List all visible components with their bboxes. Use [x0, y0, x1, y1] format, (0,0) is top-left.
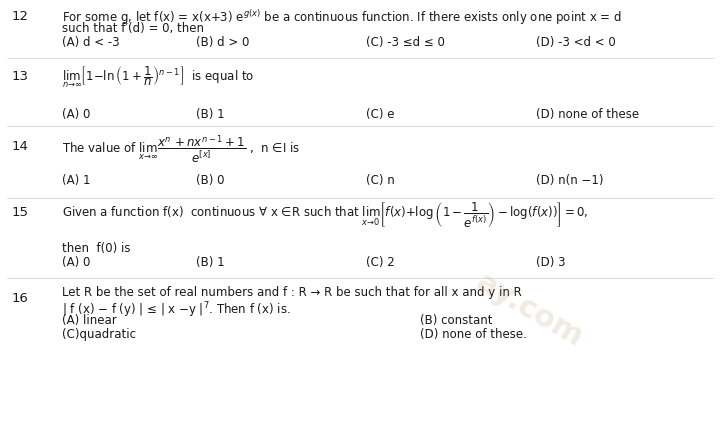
Text: For some g, let f(x) = x(x+3) e$^{g(x)}$ be a continuous function. If there exis: For some g, let f(x) = x(x+3) e$^{g(x)}$… [62, 8, 622, 27]
Text: 15: 15 [12, 206, 29, 219]
Text: (A) linear: (A) linear [62, 314, 117, 327]
Text: (D) n(n −1): (D) n(n −1) [536, 174, 603, 187]
Text: (D) none of these.: (D) none of these. [420, 328, 527, 341]
Text: (C) e: (C) e [366, 108, 395, 121]
Text: (D) -3 <d < 0: (D) -3 <d < 0 [536, 36, 616, 49]
Text: ay.com: ay.com [471, 268, 589, 352]
Text: (D) 3: (D) 3 [536, 256, 565, 269]
Text: 14: 14 [12, 140, 29, 153]
Text: Given a function f(x)  continuous ∀ x ∈R such that $\lim_{x\to 0}\left[f(x)+\log: Given a function f(x) continuous ∀ x ∈R … [62, 200, 588, 229]
Text: (C) 2: (C) 2 [366, 256, 395, 269]
Text: 12: 12 [12, 10, 29, 23]
Text: (A) 1: (A) 1 [62, 174, 91, 187]
Text: 16: 16 [12, 292, 29, 305]
Text: (B) 1: (B) 1 [196, 108, 225, 121]
Text: The value of $\lim_{x\to\infty}\dfrac{x^n + nx^{n-1} + 1}{e^{[x]}}$ ,  n ∈I is: The value of $\lim_{x\to\infty}\dfrac{x^… [62, 134, 300, 166]
Text: (C) -3 ≤d ≤ 0: (C) -3 ≤d ≤ 0 [366, 36, 445, 49]
Text: | f (x) − f (y) | ≤ | x −y |$^7$. Then f (x) is.: | f (x) − f (y) | ≤ | x −y |$^7$. Then f… [62, 300, 291, 320]
Text: (A) 0: (A) 0 [62, 108, 91, 121]
Text: (A) 0: (A) 0 [62, 256, 91, 269]
Text: (A) d < -3: (A) d < -3 [62, 36, 120, 49]
Text: then  f(0) is: then f(0) is [62, 242, 130, 255]
Text: 13: 13 [12, 70, 29, 83]
Text: (B) constant: (B) constant [420, 314, 492, 327]
Text: (D) none of these: (D) none of these [536, 108, 639, 121]
Text: (C)quadratic: (C)quadratic [62, 328, 136, 341]
Text: (B) 0: (B) 0 [196, 174, 225, 187]
Text: Let R be the set of real numbers and f : R → R be such that for all x and y in R: Let R be the set of real numbers and f :… [62, 286, 522, 299]
Text: $\lim_{n\to\infty}\left[1-\ln\left(1+\dfrac{1}{n}\right)^{n-1}\right]$  is equal: $\lim_{n\to\infty}\left[1-\ln\left(1+\df… [62, 64, 254, 90]
Text: (C) n: (C) n [366, 174, 395, 187]
Text: (B) d > 0: (B) d > 0 [196, 36, 249, 49]
Text: such that f′(d) = 0, then: such that f′(d) = 0, then [62, 22, 204, 35]
Text: (B) 1: (B) 1 [196, 256, 225, 269]
